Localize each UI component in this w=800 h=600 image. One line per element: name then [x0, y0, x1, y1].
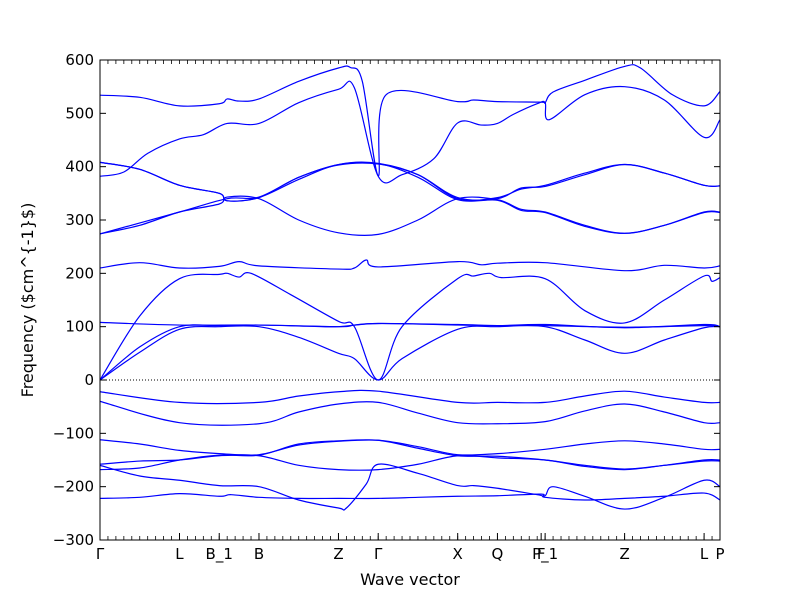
y-tick-label: 300	[65, 211, 94, 229]
y-tick-label: 0	[84, 371, 94, 389]
x-tick-label: Γ	[96, 545, 105, 563]
x-tick-label: Z	[333, 545, 343, 563]
plot-area	[100, 64, 720, 511]
band-line-16	[100, 439, 720, 471]
band-line-12	[100, 389, 720, 405]
band-line-11	[100, 64, 720, 177]
x-tick-label: P	[715, 545, 724, 563]
y-tick-label: 200	[65, 264, 94, 282]
x-tick-label: L	[700, 545, 709, 563]
band-line-9	[100, 161, 720, 234]
band-line-18	[100, 492, 720, 501]
x-tick-label: Γ	[374, 545, 383, 563]
y-tick-label: 100	[65, 318, 94, 336]
x-tick-label: Z	[619, 545, 629, 563]
y-tick-label: 400	[65, 158, 94, 176]
x-axis-label: Wave vector	[360, 570, 460, 589]
axes: −300 −200 −100 0 100 200 300 400 500 600 Γ L B_1 B Z Γ X…	[53, 51, 725, 564]
y-tick-label: −200	[53, 478, 94, 496]
x-tick-label: B	[254, 545, 264, 563]
band-line-17	[100, 463, 720, 511]
y-tick-label: 600	[65, 51, 94, 69]
y-tick-label: −100	[53, 424, 94, 442]
band-line-5	[100, 259, 720, 272]
band-line-4	[100, 321, 720, 329]
y-tick-label: −300	[53, 531, 94, 549]
x-tick-label: Q	[492, 545, 504, 563]
y-axis-label: Frequency ($cm^{-1}$)	[18, 203, 37, 398]
x-tick-label: L	[175, 545, 184, 563]
band-line-10	[100, 80, 720, 184]
x-tick-label: F	[537, 545, 546, 563]
x-tick-label: B_1	[206, 545, 233, 564]
x-tick-label: P_1	[532, 545, 558, 564]
x-tick-label: X	[453, 545, 463, 563]
band-line-14	[100, 439, 720, 456]
band-line-2	[100, 324, 720, 381]
band-line-3	[100, 272, 720, 381]
y-tick-label: 500	[65, 104, 94, 122]
band-line-13	[100, 400, 720, 426]
